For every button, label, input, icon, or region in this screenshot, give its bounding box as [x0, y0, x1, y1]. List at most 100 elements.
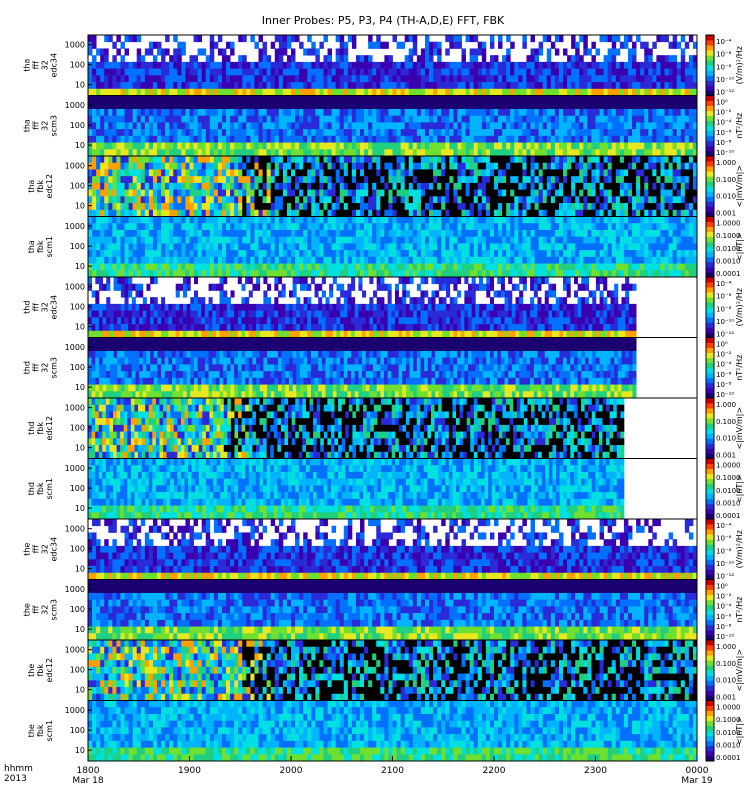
spectrogram-cell [595, 149, 600, 157]
spectrogram-cell [262, 263, 268, 271]
spectrogram-cell [295, 243, 300, 251]
spectrogram-cell [266, 129, 272, 137]
spectrogram-cell [571, 95, 576, 103]
spectrogram-cell [632, 182, 637, 191]
spectrogram-cell [136, 263, 142, 271]
spectrogram-cell [197, 263, 203, 271]
spectrogram-cell [221, 102, 227, 110]
spectrogram-cell [262, 196, 268, 204]
spectrogram-cell [282, 250, 288, 258]
spectrogram-cell [351, 270, 357, 278]
spectrogram-cell [152, 129, 158, 137]
spectrogram-cell [489, 169, 495, 177]
spectrogram-cell [299, 270, 304, 278]
spectrogram-cell [522, 250, 527, 258]
spectrogram-cell [481, 169, 487, 177]
spectrogram-cell [668, 156, 674, 164]
spectrogram-cell [217, 169, 223, 177]
spectrogram-cell [550, 41, 556, 49]
spectrogram-cell [380, 149, 385, 157]
spectrogram-cell [408, 196, 414, 204]
spectrogram-cell [538, 108, 544, 117]
spectrogram-cell [112, 149, 117, 157]
spectrogram-cell [445, 95, 450, 103]
spectrogram-cell [286, 149, 292, 157]
spectrogram-cell [335, 142, 341, 150]
spectrogram-cell [262, 115, 268, 123]
spectrogram-cell [197, 75, 203, 83]
spectrogram-cell [441, 229, 446, 238]
spectrogram-cell [433, 209, 438, 217]
spectrogram-cell [108, 270, 113, 278]
spectrogram-cell [607, 68, 613, 76]
spectrogram-cell [169, 162, 174, 170]
spectrogram-cell [303, 108, 308, 117]
spectrogram-cell [209, 209, 215, 217]
spectrogram-cell [372, 270, 377, 278]
spectrogram-cell [433, 162, 438, 170]
spectrogram-cell [672, 149, 678, 157]
spectrogram-cell [579, 82, 584, 90]
spectrogram-cell [100, 176, 105, 184]
spectrogram-cell [416, 149, 422, 157]
spectrogram-cell [364, 68, 369, 76]
spectrogram-cell [603, 229, 609, 238]
spectrogram-cell [148, 209, 154, 217]
spectrogram-cell [108, 122, 113, 130]
spectrogram-cell [607, 223, 613, 231]
spectrogram-cell [355, 169, 361, 177]
spectrogram-cell [420, 156, 426, 164]
spectrogram-cell [611, 223, 617, 231]
spectrogram-cell [571, 176, 576, 184]
spectrogram-cell [453, 35, 458, 43]
spectrogram-cell [558, 122, 564, 130]
spectrogram-cell [221, 263, 227, 271]
spectrogram-cell [128, 95, 134, 103]
spectrogram-cell [627, 176, 633, 184]
spectrogram-cell [680, 156, 686, 164]
spectrogram-cell [404, 75, 410, 83]
spectrogram-cell [368, 142, 373, 150]
spectrogram-cell [534, 162, 540, 170]
spectrogram-cell [209, 108, 215, 117]
spectrogram-cell [554, 196, 560, 204]
spectrogram-cell [676, 108, 682, 117]
spectrogram-cell [412, 176, 418, 184]
spectrogram-cell [213, 229, 219, 238]
spectrogram-cell [591, 229, 596, 238]
spectrogram-cell [250, 35, 255, 43]
spectrogram-cell [161, 203, 166, 211]
spectrogram-cell [595, 162, 600, 170]
spectrogram-cell [579, 189, 584, 197]
colorbar-swatch [706, 176, 714, 182]
spectrogram-cell [445, 82, 450, 90]
spectrogram-cell [152, 162, 158, 170]
spectrogram-cell [307, 169, 312, 177]
spectrogram-cell [205, 75, 211, 83]
spectrogram-cell [433, 61, 438, 70]
spectrogram-cell [668, 115, 674, 123]
spectrogram-cell [506, 102, 511, 110]
spectrogram-cell [416, 250, 422, 258]
spectrogram-cell [627, 149, 633, 157]
spectrogram-cell [660, 149, 665, 157]
spectrogram-cell [449, 142, 454, 150]
spectrogram-cell [315, 122, 320, 130]
spectrogram-cell [485, 256, 491, 264]
spectrogram-cell [652, 129, 657, 137]
spectrogram-cell [217, 216, 223, 224]
spectrogram-cell [437, 236, 442, 244]
spectrogram-cell [473, 102, 479, 110]
spectrogram-cell [189, 196, 194, 204]
spectrogram-cell [311, 216, 316, 224]
spectrogram-cell [152, 209, 158, 217]
spectrogram-cell [295, 108, 300, 117]
spectrogram-cell [506, 223, 511, 231]
spectrogram-cell [595, 108, 600, 117]
spectrogram-cell [209, 88, 215, 96]
spectrogram-cell [644, 95, 649, 103]
spectrogram-cell [201, 196, 207, 204]
spectrogram-cell [205, 243, 211, 251]
spectrogram-cell [632, 115, 637, 123]
spectrogram-cell [494, 149, 499, 157]
